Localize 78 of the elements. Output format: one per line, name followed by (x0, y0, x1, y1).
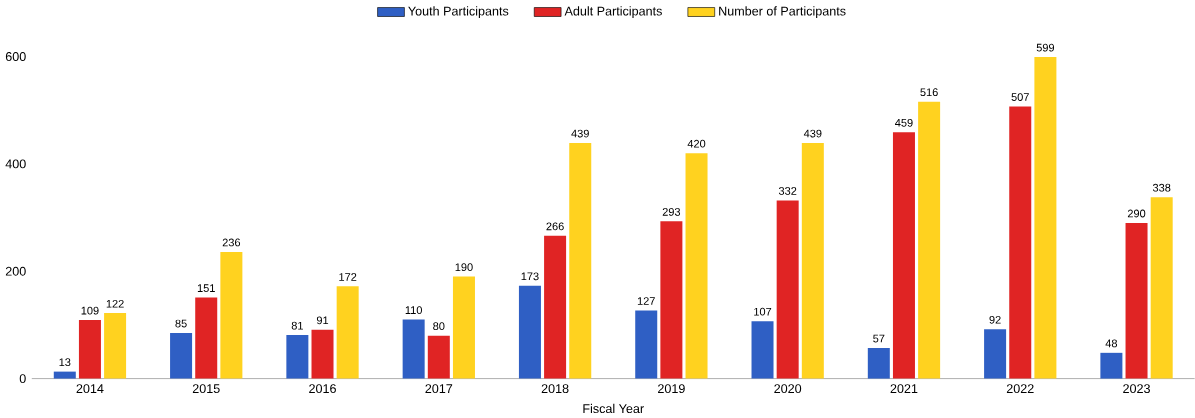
data-label: 599 (1036, 43, 1055, 52)
data-label: 48 (1105, 339, 1118, 348)
x-tick-label: 2018 (541, 383, 569, 393)
data-label: 13 (59, 358, 71, 366)
data-label: 92 (989, 315, 1001, 324)
bar (427, 335, 450, 379)
bar (286, 334, 309, 379)
bar (776, 200, 799, 379)
data-label: 81 (291, 321, 303, 330)
x-tick-label: 2020 (774, 383, 802, 393)
data-label: 338 (1152, 183, 1171, 192)
bar (918, 101, 941, 379)
bar (402, 319, 425, 379)
data-label: 80 (433, 322, 445, 330)
bar (569, 142, 592, 379)
data-label: 107 (754, 307, 772, 316)
data-label: 172 (339, 272, 357, 281)
x-tick-label: 2023 (1123, 383, 1150, 393)
bar (984, 329, 1007, 379)
x-tick-label: 2022 (1006, 383, 1034, 393)
data-label: 516 (920, 88, 938, 96)
data-label: 85 (175, 319, 187, 328)
bar (104, 312, 127, 379)
data-label: 236 (222, 238, 241, 247)
data-label: 151 (197, 284, 215, 292)
x-tick-label: 2021 (890, 383, 918, 393)
data-label: 122 (106, 299, 124, 308)
bar (518, 285, 541, 379)
data-label: 109 (81, 306, 99, 315)
bar (544, 235, 567, 379)
x-tick-label: 2016 (309, 383, 336, 393)
data-label: 91 (316, 316, 329, 325)
data-label: 190 (455, 263, 473, 271)
x-tick-label: 2014 (76, 383, 104, 393)
x-tick-label: 2015 (192, 383, 220, 393)
bar (195, 297, 218, 379)
bar (751, 321, 774, 379)
data-label: 293 (662, 207, 681, 216)
bar (452, 276, 475, 379)
bar (78, 319, 101, 379)
bar (892, 132, 915, 379)
bar (1009, 106, 1032, 379)
bar (336, 286, 359, 379)
bar (801, 142, 824, 379)
bar (220, 251, 243, 379)
data-label: 420 (687, 139, 706, 148)
legend-label: Adult Participants (564, 6, 662, 18)
data-label: 173 (521, 272, 539, 281)
bar (660, 221, 683, 379)
data-label: 266 (546, 222, 564, 231)
data-label: 439 (571, 129, 589, 138)
data-label: 290 (1127, 209, 1146, 218)
bar (867, 347, 890, 379)
bar (1150, 197, 1173, 379)
y-tick-label: 200 (5, 266, 26, 276)
bar (685, 153, 708, 379)
bar (1034, 56, 1057, 379)
data-label: 332 (778, 186, 797, 195)
y-tick-label: 400 (5, 159, 26, 169)
x-axis-title: Fiscal Year (583, 403, 644, 413)
bar (170, 332, 193, 379)
data-label: 57 (873, 334, 885, 343)
data-label: 110 (405, 306, 422, 314)
data-label: 127 (637, 297, 655, 305)
bar (53, 371, 76, 379)
y-tick-label: 0 (19, 373, 26, 383)
data-label: 459 (895, 118, 913, 127)
legend-label: Youth Participants (408, 6, 509, 18)
data-label: 439 (803, 129, 822, 138)
x-tick-label: 2017 (425, 383, 453, 393)
bar (311, 329, 334, 379)
data-label: 507 (1011, 92, 1029, 101)
bar (1100, 352, 1123, 379)
y-tick-label: 600 (5, 51, 26, 61)
bar (635, 310, 658, 379)
legend-label: Number of Participants (719, 6, 846, 18)
x-tick-label: 2019 (658, 383, 685, 393)
bar (1125, 222, 1148, 379)
